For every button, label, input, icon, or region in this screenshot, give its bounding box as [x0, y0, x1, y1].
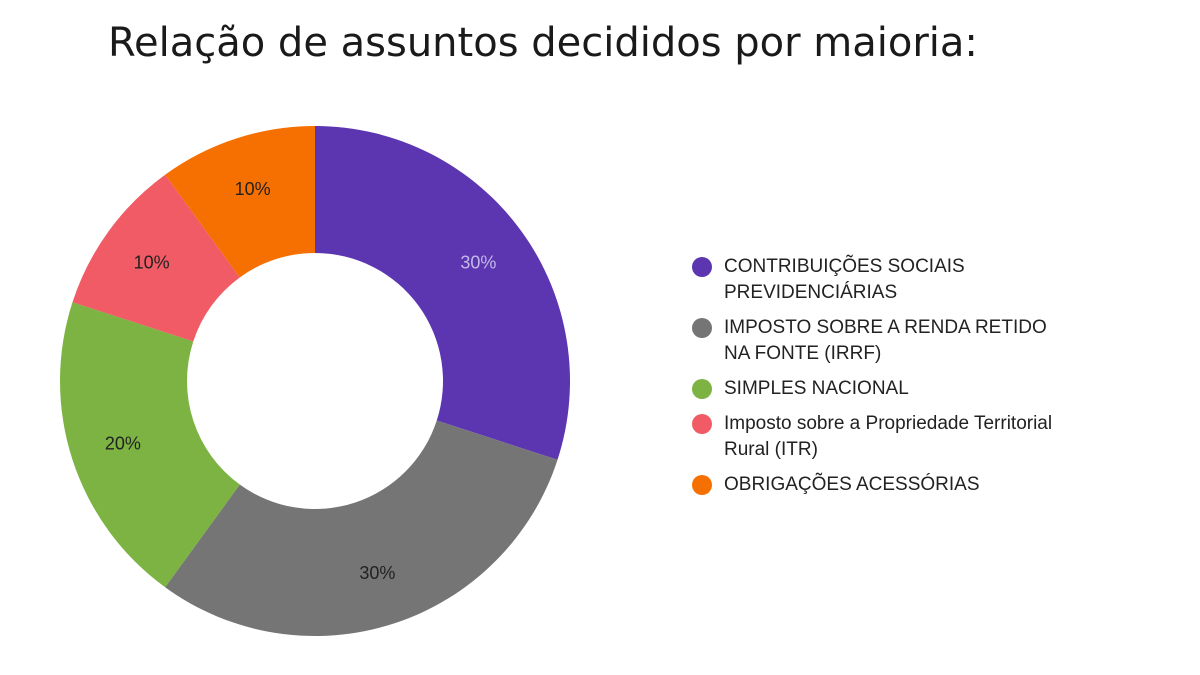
data-label-contribuicoes-sociais-previdenciarias: 30% [460, 252, 496, 272]
legend-item-obrigacoes-acessorias: OBRIGAÇÕES ACESSÓRIAS [692, 472, 1112, 498]
legend: CONTRIBUIÇÕES SOCIAIS PREVIDENCIÁRIAS IMP… [692, 254, 1112, 507]
legend-swatch [692, 414, 712, 434]
slice-imposto-sobre-a-renda-retido-na-fonte-irrf [165, 420, 558, 636]
data-label-simples-nacional: 20% [105, 433, 141, 453]
legend-item-imposto-sobre-a-renda-retido-na-fonte-irrf: IMPOSTO SOBRE A RENDA RETIDO NA FONTE (I… [692, 315, 1112, 367]
legend-label: IMPOSTO SOBRE A RENDA RETIDO NA FONTE (I… [724, 317, 1047, 364]
legend-label: OBRIGAÇÕES ACESSÓRIAS [724, 474, 980, 495]
legend-label: SIMPLES NACIONAL [724, 378, 909, 399]
legend-swatch [692, 379, 712, 399]
chart-title: Relação de assuntos decididos por maiori… [108, 20, 978, 66]
legend-label: CONTRIBUIÇÕES SOCIAIS PREVIDENCIÁRIAS [724, 256, 965, 303]
slice-imposto-sobre-a-propriedade-territorial-rural-itr [72, 174, 240, 342]
data-label-imposto-sobre-a-renda-retido-na-fonte-irrf: 30% [359, 563, 395, 583]
legend-swatch [692, 257, 712, 277]
legend-item-contribuicoes-sociais-previdenciarias: CONTRIBUIÇÕES SOCIAIS PREVIDENCIÁRIAS [692, 254, 1112, 306]
legend-swatch [692, 318, 712, 338]
data-label-obrigacoes-acessorias: 10% [235, 179, 271, 199]
slice-contribuicoes-sociais-previdenciarias [315, 126, 570, 460]
donut-slices [59, 126, 570, 636]
slice-simples-nacional [59, 302, 240, 588]
data-label-imposto-sobre-a-propriedade-territorial-rural-itr: 10% [134, 252, 170, 272]
legend-item-simples-nacional: SIMPLES NACIONAL [692, 376, 1112, 402]
donut-chart: 30% 30% 20% 10% 10% [59, 126, 570, 636]
slice-obrigacoes-acessorias [165, 126, 315, 278]
donut-slice-labels: 30% 30% 20% 10% 10% [105, 179, 497, 583]
legend-item-imposto-sobre-a-propriedade-territorial-rural-itr: Imposto sobre a Propriedade Territorial … [692, 411, 1112, 463]
legend-label: Imposto sobre a Propriedade Territorial … [724, 413, 1053, 460]
legend-swatch [692, 475, 712, 495]
